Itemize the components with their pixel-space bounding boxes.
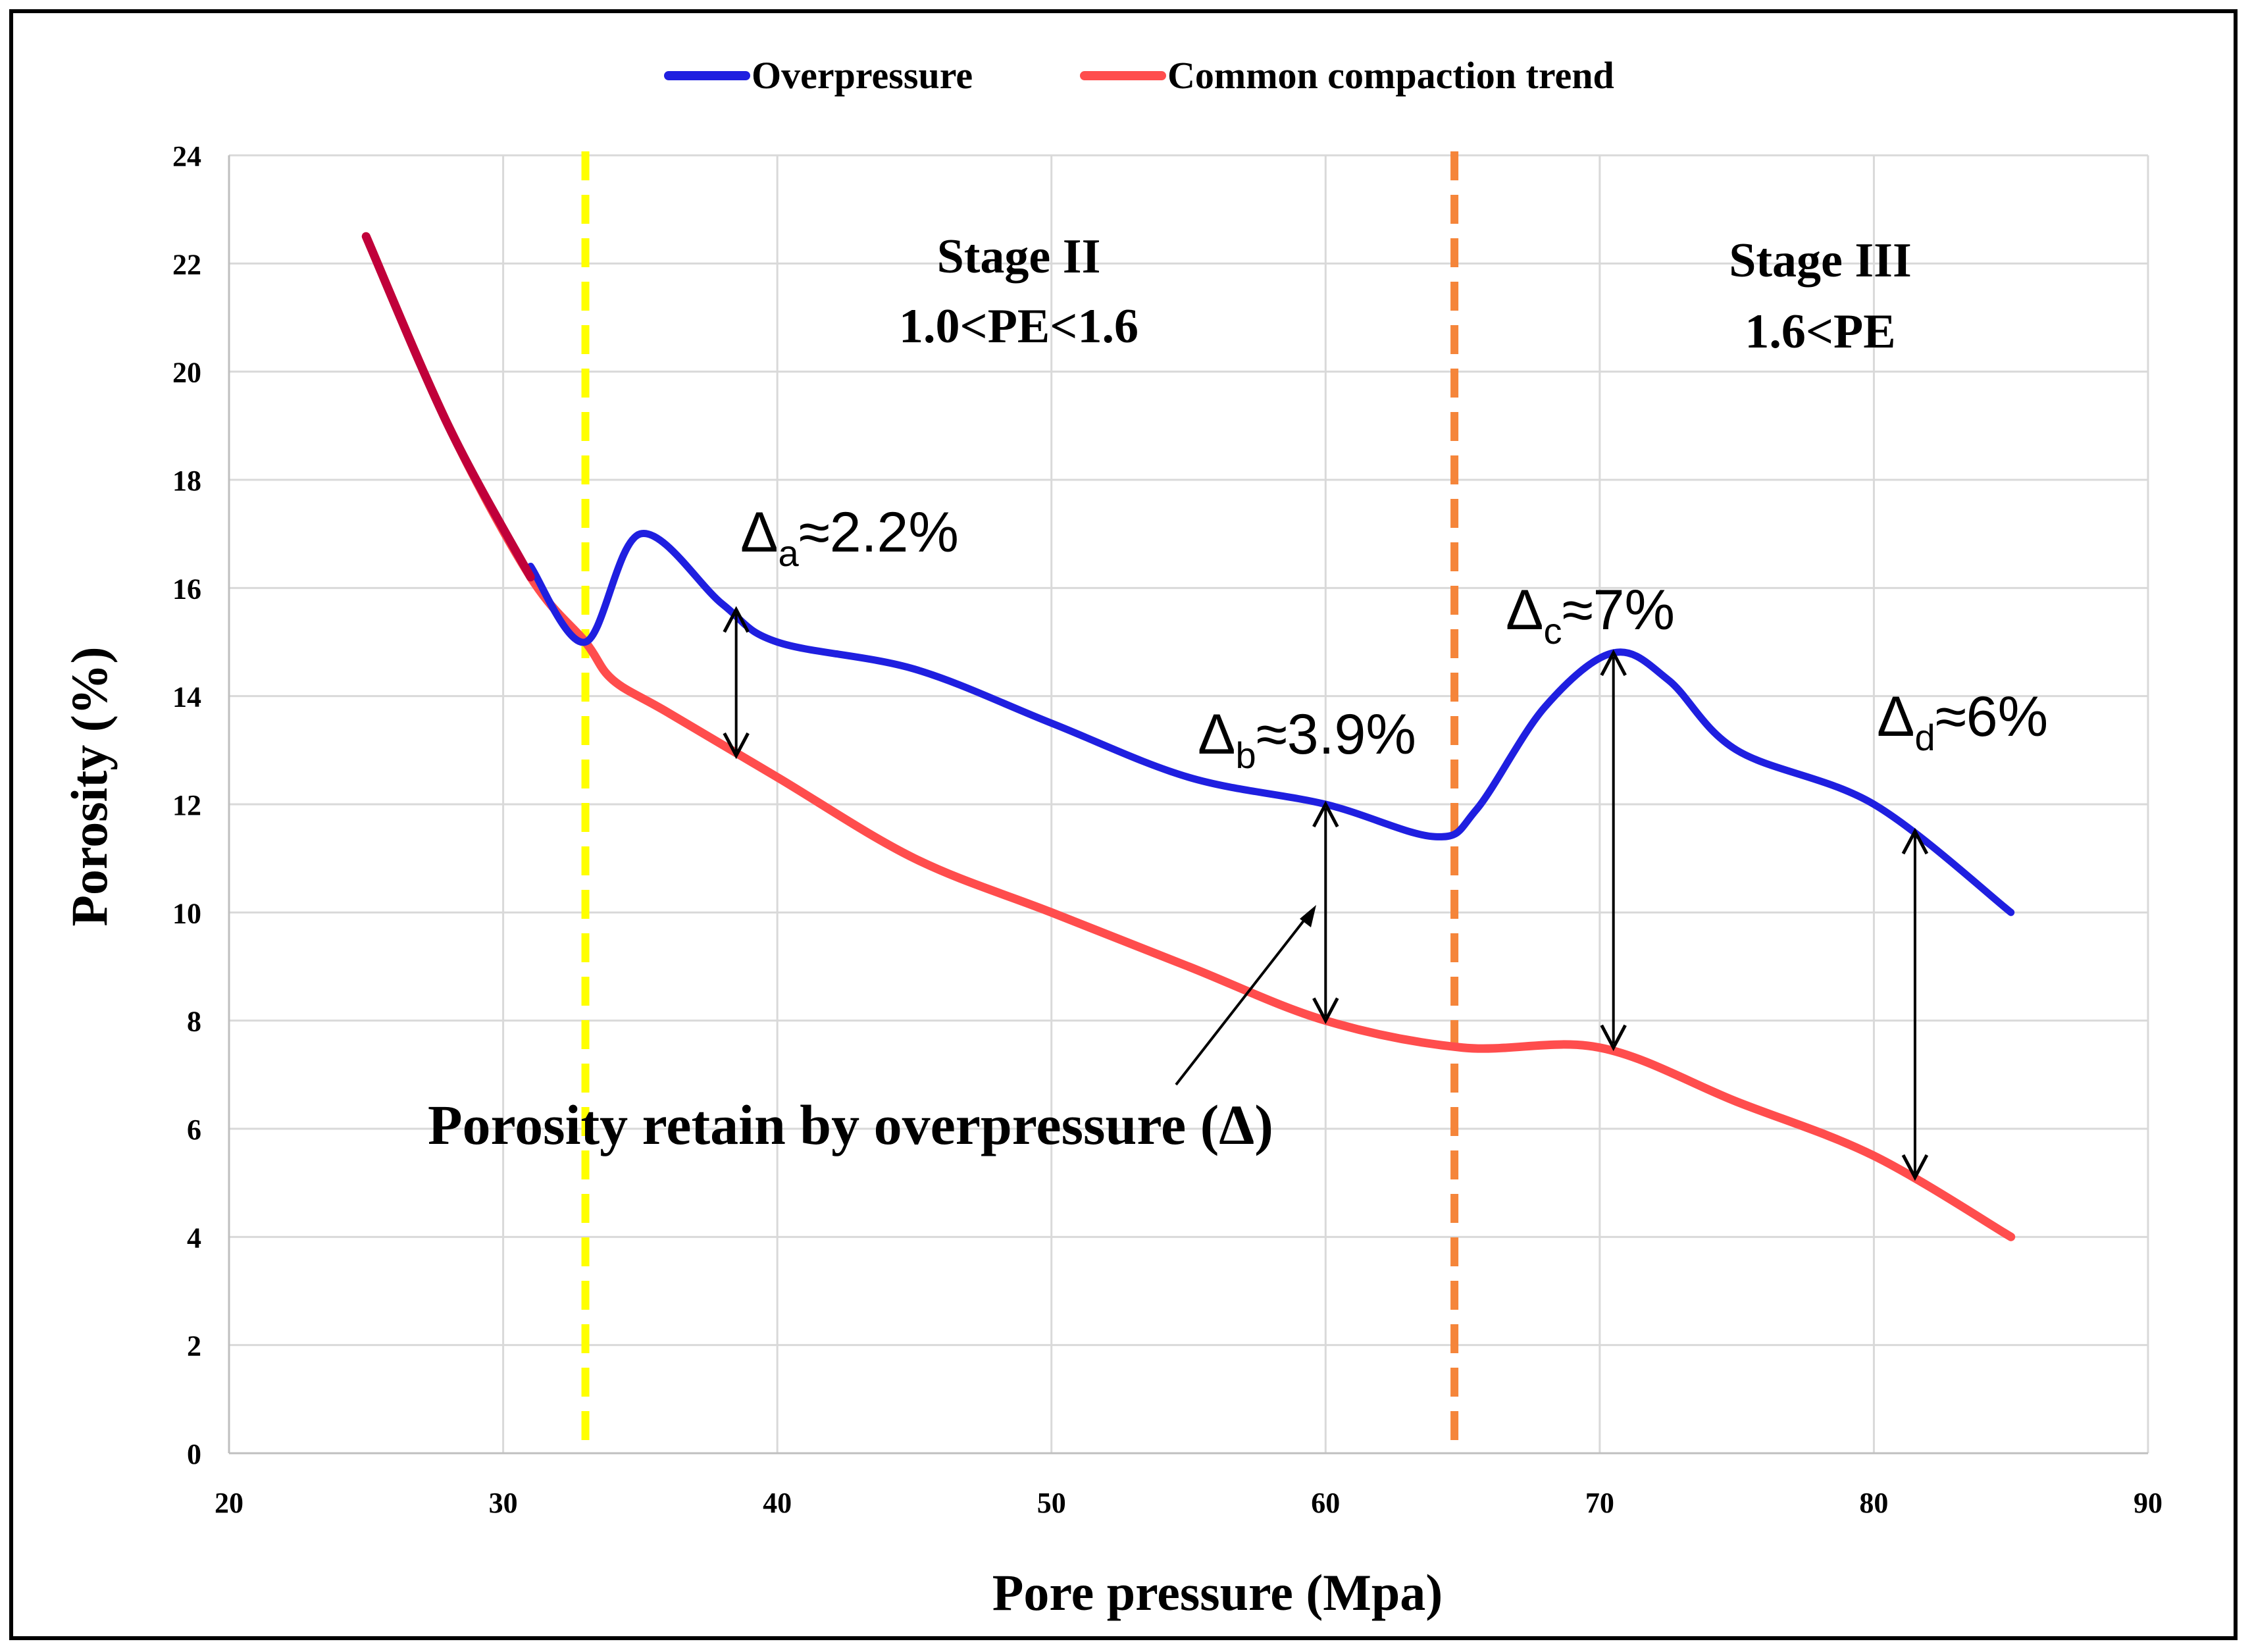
delta-arrow-d: [1901, 827, 1929, 1181]
y-tick-label: 4: [187, 1222, 201, 1254]
x-tick-label: 20: [215, 1487, 243, 1519]
y-tick-label: 18: [172, 465, 201, 497]
legend-label-overpressure: Overpressure: [752, 54, 973, 97]
delta-arrow-c: [1600, 649, 1627, 1052]
series-lines: [361, 232, 2016, 1241]
x-tick-label: 80: [1859, 1487, 1888, 1519]
y-tick-label: 22: [172, 248, 201, 280]
stage-labels: Stage II 1.0<PE<1.6 Stage III 1.6<PE: [899, 230, 1912, 359]
y-tick-label: 2: [187, 1330, 201, 1362]
figure-frame: 0 2 4 6 8 10 12 14 16 18 20 22 24 20 30 40 50 60 70 80 90 Ov…: [9, 9, 2238, 1640]
annotation-pointer-line: [1175, 914, 1310, 1086]
delta-arrow-head-bottom: [1901, 1154, 1929, 1181]
stage-iii-condition: 1.6<PE: [1745, 305, 1895, 359]
y-tick-label: 20: [172, 357, 201, 389]
x-tick-label: 40: [763, 1487, 792, 1519]
delta-arrows: [723, 606, 1929, 1181]
delta-b-label: Δb≈3.9%: [1198, 703, 1416, 776]
x-tick-label: 60: [1311, 1487, 1340, 1519]
y-tick-label: 0: [187, 1438, 201, 1470]
delta-labels: Δa≈2.2% Δb≈3.9% Δc≈7% Δd≈6%: [740, 501, 2048, 776]
delta-c-label: Δc≈7%: [1506, 579, 1675, 652]
y-tick-label: 10: [172, 897, 201, 929]
y-axis-title: Porosity (%): [61, 646, 118, 926]
delta-arrow-head-bottom: [1600, 1024, 1627, 1052]
delta-arrow-head-top: [1312, 800, 1339, 828]
delta-a-label: Δa≈2.2%: [740, 501, 959, 574]
stage-ii-condition: 1.0<PE<1.6: [899, 299, 1139, 353]
annotation-pointer-head: [1300, 905, 1316, 927]
y-tick-label: 24: [172, 140, 201, 172]
delta-d-label: Δd≈6%: [1877, 685, 2048, 758]
series-overlap-segment: [361, 232, 535, 582]
y-tick-label: 14: [172, 681, 201, 713]
delta-arrow-head-top: [1600, 649, 1627, 677]
y-tick-label: 6: [187, 1114, 201, 1146]
delta-arrow-head-top: [1901, 827, 1929, 855]
legend-label-compaction: Common compaction trend: [1167, 54, 1614, 97]
x-tick-label: 70: [1585, 1487, 1614, 1519]
stage-iii-title: Stage III: [1729, 234, 1912, 288]
y-tick-label: 12: [172, 789, 201, 821]
x-axis-title: Pore pressure (Mpa): [992, 1564, 1443, 1621]
delta-arrow-head-bottom: [1312, 997, 1339, 1025]
delta-arrow-head-top: [723, 606, 750, 633]
delta-arrow-b: [1312, 800, 1339, 1025]
delta-arrow-head-bottom: [723, 732, 750, 760]
y-tick-label: 8: [187, 1006, 201, 1038]
x-tick-label: 30: [489, 1487, 518, 1519]
x-tick-label: 50: [1037, 1487, 1066, 1519]
annotation-text: Porosity retain by overpressure (Δ): [428, 1093, 1273, 1156]
stage-ii-title: Stage II: [937, 230, 1101, 284]
series-line-overpressure: [526, 530, 2015, 916]
series-line-compaction: [361, 232, 2016, 1241]
delta-arrow-a: [723, 606, 750, 760]
legend: Overpressure Common compaction trend: [664, 54, 1614, 97]
y-tick-label: 16: [172, 573, 201, 605]
x-tick-label: 90: [2134, 1487, 2162, 1519]
